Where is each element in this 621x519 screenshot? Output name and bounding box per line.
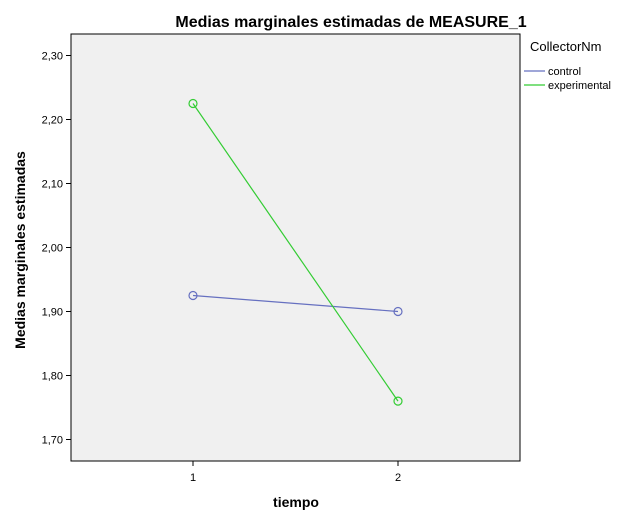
y-axis: 1,70 1,80 1,90 2,00 2,10 2,20 2,30	[42, 51, 71, 446]
plot-area	[70, 33, 521, 462]
x-tick-label: 2	[395, 472, 401, 484]
y-tick-label: 1,70	[42, 434, 63, 446]
y-tick-label: 1,90	[42, 306, 63, 318]
y-tick-label: 2,00	[42, 243, 63, 255]
y-tick-label: 1,80	[42, 370, 63, 382]
series-line-experimental	[192, 103, 399, 402]
data-point-experimental	[188, 98, 198, 109]
y-axis-label: Medias marginales estimadas	[12, 151, 28, 349]
series-line-control	[192, 294, 399, 313]
data-point-control	[393, 306, 403, 317]
x-tick-label: 1	[190, 472, 196, 484]
legend-label-control: control	[548, 66, 581, 78]
legend-title: CollectorNm	[530, 39, 602, 54]
chart-title: Medias marginales estimadas de MEASURE_1	[175, 14, 526, 31]
data-point-control	[188, 290, 198, 301]
y-tick-label: 2,30	[42, 51, 63, 63]
y-tick-label: 2,20	[42, 115, 63, 127]
y-tick-label: 2,10	[42, 179, 63, 191]
data-point-experimental	[393, 396, 403, 406]
legend: CollectorNm control experimental	[524, 39, 611, 92]
legend-label-experimental: experimental	[548, 80, 611, 92]
x-axis-label: tiempo	[273, 494, 319, 510]
series-layer	[188, 98, 403, 406]
